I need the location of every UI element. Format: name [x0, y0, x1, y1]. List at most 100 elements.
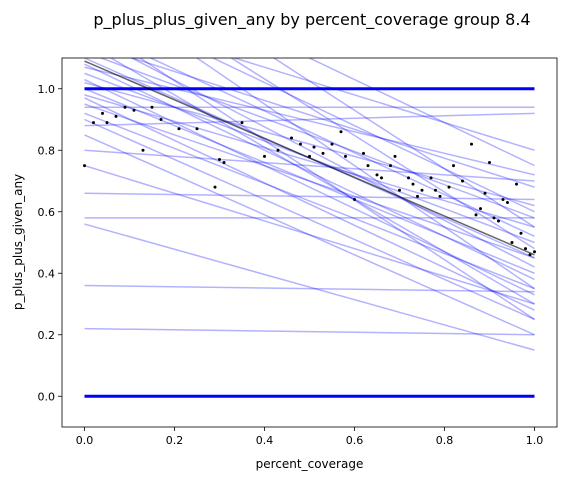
data-point	[141, 148, 145, 152]
fit-line	[84, 94, 535, 228]
y-tick-label: 0.8	[38, 144, 56, 157]
data-point	[290, 136, 293, 140]
data-point	[479, 207, 482, 211]
fit-line	[84, 97, 535, 311]
data-point	[366, 164, 370, 168]
fit-line	[84, 327, 535, 336]
y-axis: 0.0 0.2 0.4 0.6 0.8 1.0	[38, 83, 62, 403]
fit-line	[84, 78, 535, 296]
data-point	[429, 176, 433, 180]
data-point	[492, 216, 496, 220]
data-point	[506, 201, 509, 205]
data-point	[308, 154, 311, 158]
x-tick-label: 0.2	[166, 434, 184, 447]
y-tick-label: 1.0	[38, 83, 56, 96]
fit-line	[148, 58, 535, 238]
x-tick-label: 0.0	[76, 434, 94, 447]
scatter-points	[83, 105, 536, 257]
fit-line	[84, 112, 535, 127]
fit-line	[84, 63, 535, 281]
fit-line	[84, 112, 535, 290]
x-axis-label: percent_coverage	[256, 457, 364, 471]
data-point	[411, 182, 415, 186]
fit-line	[84, 66, 535, 176]
data-point	[524, 247, 527, 251]
chart-title: p_plus_plus_given_any by percent_coverag…	[93, 10, 530, 30]
data-point	[299, 142, 302, 146]
data-point	[312, 145, 316, 149]
fit-line	[130, 58, 535, 268]
fit-line	[229, 58, 535, 250]
data-point	[461, 179, 464, 183]
data-point	[501, 197, 505, 201]
data-point	[488, 161, 491, 165]
fit-line	[84, 103, 535, 259]
fit-line	[195, 58, 535, 290]
data-point	[519, 231, 523, 235]
x-tick-label: 1.0	[526, 434, 544, 447]
fit-line	[84, 118, 535, 321]
data-point	[101, 111, 104, 115]
data-point	[474, 213, 478, 217]
x-axis: 0.0 0.2 0.4 0.6 0.8 1.0	[76, 427, 544, 447]
fit-line	[84, 164, 535, 305]
fit-line	[138, 58, 535, 321]
y-axis-label: p_plus_plus_given_any	[11, 174, 25, 310]
data-point	[353, 197, 356, 201]
fit-line	[99, 58, 535, 219]
plot-frame	[61, 57, 558, 428]
fit-line	[109, 58, 535, 305]
fit-lines	[84, 58, 535, 351]
data-point	[533, 250, 536, 254]
data-point	[92, 121, 95, 125]
fit-line	[211, 58, 535, 213]
data-point	[330, 142, 334, 146]
y-tick-label: 0.0	[38, 390, 56, 403]
data-point	[83, 164, 86, 168]
data-point	[447, 185, 451, 189]
data-point	[276, 148, 280, 152]
fit-line	[84, 192, 535, 201]
data-point	[263, 154, 266, 158]
data-point	[195, 127, 199, 131]
data-point	[344, 154, 347, 158]
data-point	[389, 164, 392, 168]
data-point	[150, 105, 154, 109]
mean-line-group	[84, 60, 535, 256]
x-tick-label: 0.8	[436, 434, 454, 447]
fit-line	[84, 134, 535, 336]
x-tick-label: 0.6	[346, 434, 364, 447]
fit-line	[272, 58, 535, 228]
plot-area	[83, 58, 536, 398]
y-tick-label: 0.6	[38, 206, 56, 219]
x-tick-label: 0.4	[256, 434, 274, 447]
fit-line	[84, 81, 535, 207]
data-point	[375, 173, 379, 177]
data-point	[213, 185, 217, 189]
data-point	[416, 194, 419, 198]
fit-line	[84, 223, 535, 351]
fit-line	[84, 284, 535, 293]
data-point	[510, 241, 514, 244]
mean-line	[84, 60, 535, 256]
data-point	[105, 121, 109, 125]
data-point	[177, 127, 181, 131]
fit-line	[84, 149, 535, 182]
data-point	[123, 105, 127, 109]
data-point	[483, 191, 487, 195]
fit-line	[84, 88, 535, 274]
data-point	[515, 182, 518, 186]
data-point	[321, 151, 325, 155]
data-point	[497, 219, 500, 223]
fit-line	[129, 58, 535, 188]
y-tick-label: 0.2	[38, 329, 56, 342]
data-point	[159, 118, 163, 121]
data-point	[339, 130, 343, 134]
data-point	[114, 114, 118, 118]
data-point	[407, 176, 410, 180]
data-point	[470, 142, 473, 146]
binary-points	[84, 87, 535, 398]
fit-line	[231, 58, 535, 151]
